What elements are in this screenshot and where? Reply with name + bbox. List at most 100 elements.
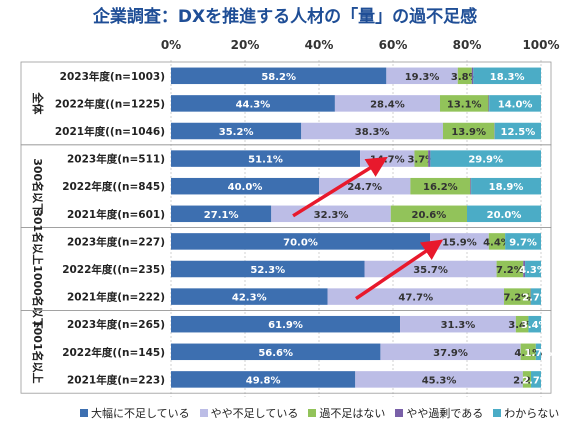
data-label: 2.7% (522, 293, 550, 304)
data-label: 27.1% (204, 210, 239, 221)
bar-segment (535, 343, 541, 361)
bar-segment (171, 205, 272, 223)
legend: 大幅に不足している やや不足している 過不足はない やや過剰である わからない (80, 405, 560, 421)
trend-arrow (355, 239, 444, 301)
row-label: 2023年度(n=227) (67, 235, 165, 248)
row-label: 2023年度(n=265) (67, 318, 165, 331)
bar-segment (171, 67, 387, 85)
bar-segment (488, 233, 506, 250)
bar-segment (522, 371, 532, 388)
bar-segment (471, 67, 474, 85)
bar-segment (171, 122, 302, 140)
bar-segment (528, 315, 541, 333)
bar-segment (523, 260, 526, 278)
row-label: 2021年度(n=223) (67, 373, 165, 386)
row-label: 2023年度(n=1003) (60, 70, 165, 83)
data-label: 44.3% (236, 99, 271, 110)
data-label: 20.0% (487, 210, 522, 221)
x-tick-label: 80% (453, 38, 482, 52)
data-label: 35.7% (413, 265, 448, 276)
legend-item: 過不足はない (308, 405, 385, 421)
data-label: 13.9% (451, 127, 486, 138)
data-label: 35.2% (219, 127, 254, 138)
data-label: 38.3% (355, 127, 390, 138)
row-label: 2021年度(n=222) (67, 291, 165, 304)
data-label: 4.3% (519, 265, 547, 276)
data-label: 58.2% (261, 72, 296, 83)
trend-arrow (292, 156, 388, 218)
data-label: 42.3% (232, 293, 267, 304)
bar-segment (410, 177, 471, 195)
data-label: 24.7% (347, 182, 382, 193)
legend-label: 過不足はない (319, 407, 386, 420)
data-label: 3.7% (407, 155, 435, 166)
legend-item: やや不足している (199, 405, 299, 421)
group-label: 300名以下 (31, 158, 45, 214)
data-label: 3.8% (451, 72, 479, 83)
x-tick-label: 40% (305, 38, 334, 52)
bar-segment (442, 122, 495, 140)
data-label: 7.2% (496, 265, 524, 276)
group-label: 1001名以上 (31, 320, 45, 384)
bar-segment (494, 122, 541, 140)
data-label: 49.8% (246, 375, 281, 386)
data-label: 45.3% (422, 375, 457, 386)
bar-segment (430, 233, 489, 250)
data-label: 13.1% (447, 99, 482, 110)
row-label: 2022年度((n=235) (62, 263, 165, 276)
data-label: 4.4% (483, 237, 511, 248)
data-label: 19.3% (405, 72, 440, 83)
data-label: 31.3% (441, 320, 476, 331)
bar-segment (355, 371, 523, 388)
bar-segment (171, 260, 365, 278)
bar-segment (428, 150, 431, 167)
bar-segment (531, 371, 541, 388)
legend-swatch (493, 409, 502, 417)
x-tick-label: 60% (379, 38, 408, 52)
bar-segment (390, 205, 467, 223)
data-label: 7.2% (503, 293, 531, 304)
data-label: 16.2% (423, 182, 458, 193)
bar-segment (531, 288, 541, 305)
bar-segment (171, 343, 381, 361)
data-label: 3.4% (521, 320, 549, 331)
bar-segment (467, 205, 541, 223)
row-label: 2022年度((n=145) (62, 346, 165, 359)
data-label: 18.9% (489, 182, 524, 193)
bar-segment (473, 67, 541, 85)
data-label: 20.6% (412, 210, 447, 221)
data-label: 12.5% (501, 127, 536, 138)
x-tick-label: 0% (161, 38, 181, 52)
bar-segment (364, 260, 497, 278)
x-tick-label: 100% (522, 38, 559, 52)
data-label: 51.1% (248, 155, 283, 166)
data-label: 70.0% (283, 237, 318, 248)
bar-segment (414, 150, 429, 167)
bar-segment (327, 288, 504, 305)
group-box (20, 309, 552, 394)
bar-segment (488, 95, 490, 112)
data-label: 29.9% (468, 155, 503, 166)
bar-segment (505, 233, 541, 250)
legend-item: 大幅に不足している (80, 405, 190, 421)
legend-label: やや不足している (210, 407, 299, 420)
bar-segment (400, 315, 516, 333)
legend-label: やや過剰である (406, 407, 484, 420)
bar-segment (496, 260, 524, 278)
data-label: 2.7% (522, 375, 550, 386)
legend-swatch (80, 409, 88, 417)
bar-segment (171, 95, 335, 112)
row-label: 2023年度(n=511) (67, 153, 165, 166)
chart-title: 企業調査：DXを推進する人材の「量」の過不足感 (92, 7, 478, 27)
x-tick-label: 20% (231, 38, 260, 52)
bar-segment (386, 67, 458, 85)
bar-segment (525, 260, 541, 278)
bar-segment (171, 150, 361, 167)
data-label: 18.3% (490, 72, 525, 83)
data-label: 9.7% (509, 237, 537, 248)
legend-swatch (308, 409, 317, 417)
bar-segment (470, 177, 472, 195)
row-label: 2022年度((n=845) (62, 180, 165, 193)
bar-segment (439, 95, 489, 112)
